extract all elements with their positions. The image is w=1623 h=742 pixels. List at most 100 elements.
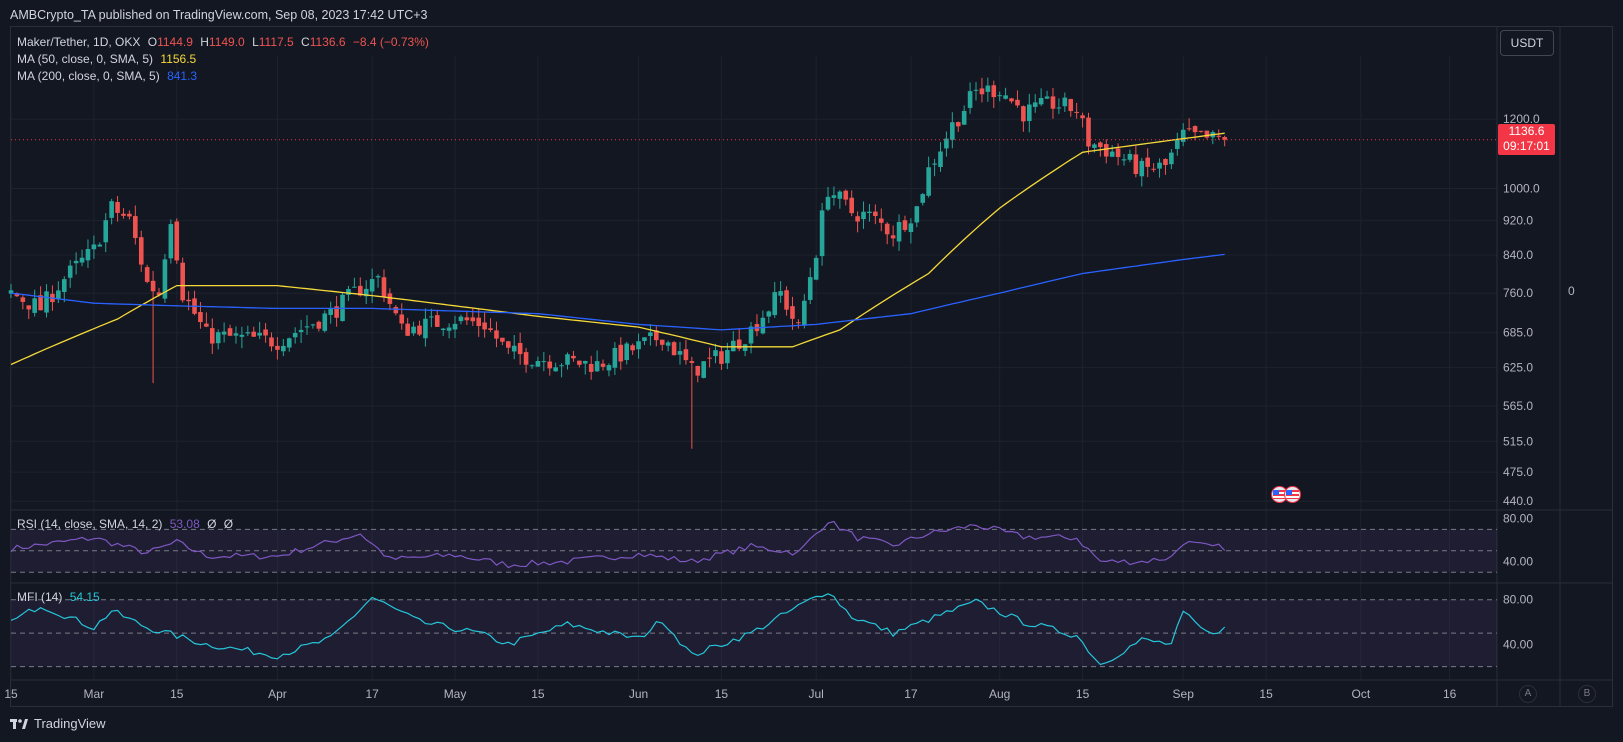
open-value: 1144.9 <box>157 35 193 49</box>
candle-body <box>56 290 61 300</box>
ma200-line <box>10 253 1225 331</box>
rsi-legend[interactable]: RSI (14, close, SMA, 14, 2) 53.08 Ø Ø <box>17 517 237 531</box>
indicator-bands <box>11 528 1497 668</box>
candle-body <box>44 291 49 313</box>
candle-body <box>873 211 878 217</box>
candle-body <box>825 196 831 210</box>
candle-body <box>227 328 233 336</box>
mfi-legend[interactable]: MFI (14) 54.15 <box>17 590 104 604</box>
scale-a-button[interactable]: A <box>1519 685 1537 703</box>
candle-body <box>257 332 262 336</box>
candle-body <box>381 277 387 298</box>
candle-body <box>914 206 920 223</box>
scale-b-button[interactable]: B <box>1578 685 1596 703</box>
candle-body <box>878 218 884 223</box>
candle-body <box>730 340 736 352</box>
ma200-legend[interactable]: MA (200, close, 0, SMA, 5) 841.3 <box>17 69 201 83</box>
x-tick-label: 17 <box>365 687 379 701</box>
ma50-legend[interactable]: MA (50, close, 0, SMA, 5) 1156.5 <box>17 52 200 66</box>
y-tick-label: 685.0 <box>1503 326 1533 340</box>
candle-body <box>334 306 339 318</box>
candle-body <box>20 297 26 302</box>
candle-body <box>133 216 138 238</box>
candle-body <box>411 326 416 334</box>
candle-body <box>500 337 505 342</box>
candle-body <box>677 351 683 355</box>
candle-body <box>245 332 251 334</box>
candle-body <box>405 323 410 336</box>
candle-body <box>600 363 606 367</box>
candle-body <box>1080 115 1085 119</box>
rsi-value: 53.08 <box>169 517 200 531</box>
candle-body <box>648 332 653 337</box>
candle-body <box>476 317 482 327</box>
candle-body <box>618 344 624 362</box>
candle-body <box>908 223 914 233</box>
candle-body <box>1092 144 1097 148</box>
indicator-line <box>10 593 1226 666</box>
candle-body <box>665 342 671 346</box>
low-value: 1117.5 <box>258 35 294 49</box>
ma200-label: MA (200, close, 0, SMA, 5) <box>17 69 160 83</box>
candle-body <box>725 350 730 364</box>
x-tick-label: 15 <box>1259 687 1273 701</box>
y-tick-label: 760.0 <box>1503 286 1533 300</box>
us-flag-event-icon[interactable] <box>1284 486 1301 503</box>
x-tick-label: Mar <box>84 687 105 701</box>
candle-body <box>867 211 872 214</box>
candle-body <box>322 313 328 331</box>
candle-body <box>292 333 298 338</box>
candle-body <box>582 360 588 364</box>
candle-body <box>1038 98 1044 105</box>
candle-body <box>1109 151 1115 157</box>
candle-body <box>938 151 943 168</box>
candle-body <box>671 342 677 356</box>
candle-body <box>506 341 511 348</box>
high-label: H <box>200 35 209 49</box>
x-tick-label: 15 <box>1076 687 1090 701</box>
currency-button[interactable]: USDT <box>1500 30 1554 56</box>
last-price-value: 1136.6 <box>1508 124 1545 138</box>
indicator-y-tick-label: 40.00 <box>1503 637 1533 651</box>
candle-body <box>713 350 718 357</box>
candle-body <box>452 323 458 330</box>
candle-body <box>932 163 937 165</box>
x-tick-label: Oct <box>1351 687 1370 701</box>
candle-body <box>103 220 109 243</box>
candle-body <box>156 292 162 296</box>
candle-body <box>1133 154 1139 175</box>
candle-body <box>239 334 245 337</box>
candle-body <box>553 367 558 372</box>
x-tick-label: 15 <box>715 687 729 701</box>
tradingview-brand[interactable]: TradingView <box>10 716 106 731</box>
candle-body <box>837 191 843 199</box>
high-value: 1149.0 <box>208 35 245 49</box>
candle-body <box>109 201 114 218</box>
candle-body <box>950 122 955 140</box>
candle-body <box>446 327 452 331</box>
candle-body <box>547 361 553 369</box>
candle-body <box>760 317 766 334</box>
indicator-y-tick-label: 80.00 <box>1503 512 1533 526</box>
candle-body <box>32 298 37 313</box>
candle-body <box>813 257 819 280</box>
candle-body <box>831 195 837 198</box>
candle-body <box>896 222 902 242</box>
candle-body <box>766 311 772 317</box>
candle-body <box>1115 148 1121 157</box>
candle-body <box>1021 106 1026 122</box>
candle-body <box>61 279 67 292</box>
candle-body <box>736 339 742 349</box>
candle-body <box>742 344 748 351</box>
mfi-label: MFI (14) <box>17 590 63 604</box>
candle-body <box>955 122 961 127</box>
candle-body <box>707 357 712 359</box>
candle-body <box>399 314 405 324</box>
candle-body <box>784 290 789 310</box>
us-flag-event-icon[interactable] <box>1271 486 1288 503</box>
candle-body <box>138 237 144 265</box>
candle-body <box>588 363 594 372</box>
candle-body <box>967 91 973 108</box>
candle-body <box>748 326 754 344</box>
